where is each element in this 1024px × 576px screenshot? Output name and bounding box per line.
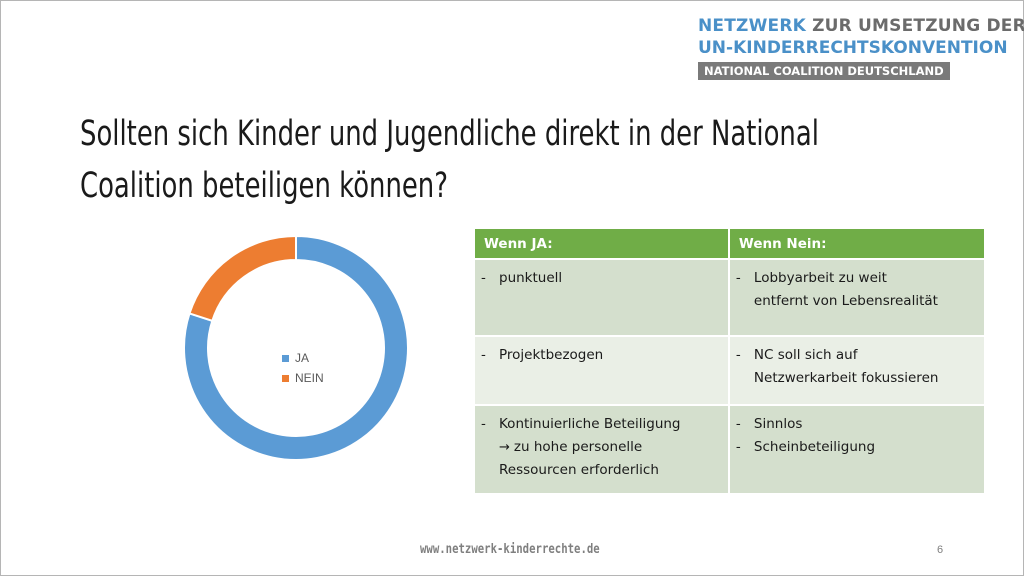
cell-wenn-nein: - Lobbyarbeit zu weit entfernt von Lebensr… (728, 259, 987, 337)
bullet-dash (481, 436, 499, 459)
list-item: - Projektbezogen (481, 344, 722, 367)
legend-entry: NEIN (282, 368, 324, 388)
arrow-right-icon: → (499, 440, 510, 455)
logo-line-2: UN-KINDERRECHTSKONVENTION (698, 38, 1008, 58)
list-item-text: Kontinuierliche Beteiligung (499, 413, 681, 436)
donut-slice-nein (188, 234, 297, 323)
list-item-text: Ressourcen erforderlich (499, 459, 659, 482)
item-text: Kontinuierliche Beteiligung (499, 416, 681, 432)
legend-swatch (282, 374, 289, 382)
list-item: Netzwerkarbeit fokussieren (736, 367, 978, 390)
logo-line-1: NETZWERK ZUR UMSETZUNG DER (698, 16, 1024, 37)
slide-title-line-2: Coalition beteiligen können? (80, 166, 448, 206)
page-number: 6 (937, 544, 944, 556)
donut-slice-ja (183, 234, 409, 461)
table-header-row: Wenn JA: Wenn Nein: (475, 229, 987, 260)
list-item: - Lobbyarbeit zu weit (736, 267, 978, 290)
cell-wenn-nein: - NC soll sich auf Netzwerkarbeit fokussie… (728, 336, 987, 406)
logo-tagline-badge: NATIONAL COALITION DEUTSCHLAND (698, 62, 950, 80)
header-wenn-nein: Wenn Nein: (728, 229, 987, 260)
cell-wenn-ja: - Kontinuierliche Beteiligung → zu hohe per… (475, 405, 730, 495)
legend-label: NEIN (295, 371, 324, 385)
bullet-dash: - (735, 347, 741, 363)
list-item: - Scheinbeteiligung (736, 436, 978, 459)
logo-line-1-rest: ZUR UMSETZUNG DER (806, 16, 1024, 36)
footer-url: www.netzwerk-kinderrechte.de (420, 542, 600, 557)
legend-label: JA (295, 351, 310, 365)
item-text: Netzwerkarbeit fokussieren (753, 370, 939, 386)
table-row: - Projektbezogen - NC soll sich auf Netzwerk… (475, 336, 987, 406)
list-item: - punktuell (481, 267, 722, 290)
list-item-text: Lobbyarbeit zu weit (754, 267, 887, 290)
answers-table: Wenn JA: Wenn Nein: - punktuell - Lobbyarbe… (475, 229, 987, 495)
table-row: - punktuell - Lobbyarbeit zu weit entfernt v… (475, 259, 987, 337)
item-text: Sinnlos (753, 416, 803, 432)
bullet-dash: - (735, 270, 741, 286)
organization-logo: NETZWERK ZUR UMSETZUNG DER UN-KINDERRECH… (698, 16, 1024, 80)
item-text: Scheinbeteiligung (753, 439, 876, 455)
item-text: punktuell (499, 270, 563, 286)
list-item-text: Netzwerkarbeit fokussieren (754, 367, 939, 390)
donut-chart (183, 234, 409, 461)
cell-wenn-nein: - Sinnlos - Scheinbeteiligung (728, 405, 987, 495)
bullet-dash: - (735, 439, 741, 455)
list-item-text: Scheinbeteiligung (754, 436, 875, 459)
list-item: entfernt von Lebensrealität (736, 290, 978, 313)
item-text: Projektbezogen (499, 347, 604, 363)
legend-entry: JA (282, 348, 324, 368)
header-wenn-ja: Wenn JA: (475, 229, 730, 260)
chart-legend: JA NEIN (282, 348, 324, 388)
item-text: zu hohe personelle (513, 439, 643, 455)
list-item-text: Sinnlos (754, 413, 802, 436)
list-item: - NC soll sich auf (736, 344, 978, 367)
list-item: - Sinnlos (736, 413, 978, 436)
list-item-text: → zu hohe personelle (499, 436, 642, 459)
table-row: - Kontinuierliche Beteiligung → zu hohe per… (475, 405, 987, 495)
bullet-dash: - (735, 416, 741, 432)
list-item-text: NC soll sich auf (754, 344, 858, 367)
item-text: NC soll sich auf (753, 347, 858, 363)
bullet-dash: - (481, 270, 486, 286)
item-text: entfernt von Lebensrealität (753, 293, 938, 309)
list-item-text: entfernt von Lebensrealität (754, 290, 938, 313)
cell-wenn-ja: - Projektbezogen (475, 336, 730, 406)
slide-title: Sollten sich Kinder und Jugendliche dire… (80, 108, 819, 212)
list-item: Ressourcen erforderlich (481, 459, 722, 482)
bullet-dash: - (481, 347, 486, 363)
bullet-dash (736, 367, 754, 390)
bullet-dash: - (481, 416, 486, 432)
logo-line-1-highlight: NETZWERK (698, 16, 806, 36)
list-item-text: punktuell (499, 267, 562, 290)
list-item: - Kontinuierliche Beteiligung (481, 413, 722, 436)
item-text: Ressourcen erforderlich (499, 462, 659, 478)
item-text: Lobbyarbeit zu weit (753, 270, 887, 286)
cell-wenn-ja: - punktuell (475, 259, 730, 337)
list-item: → zu hohe personelle (481, 436, 722, 459)
slide-title-line-1: Sollten sich Kinder und Jugendliche dire… (80, 114, 819, 154)
legend-swatch (282, 354, 289, 362)
list-item-text: Projektbezogen (499, 344, 603, 367)
bullet-dash (736, 290, 754, 313)
bullet-dash (481, 459, 499, 482)
